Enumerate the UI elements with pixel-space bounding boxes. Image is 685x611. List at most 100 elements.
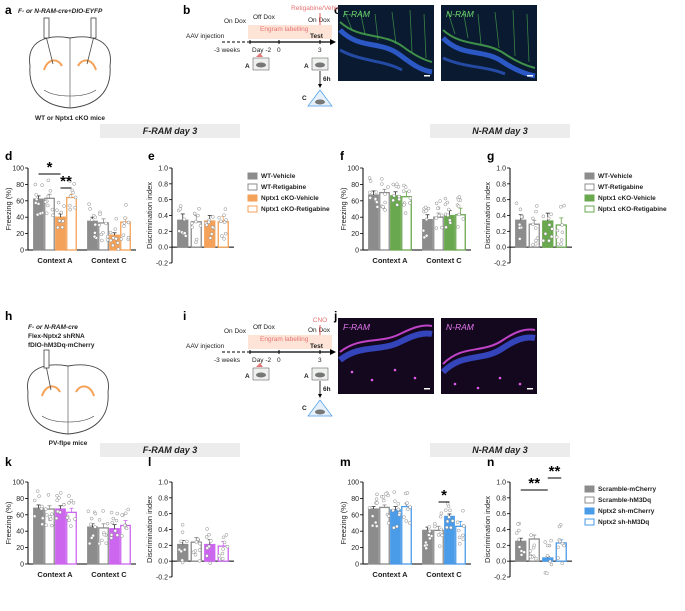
data-point bbox=[434, 226, 439, 230]
data-point bbox=[54, 516, 59, 521]
panel-letter-c: c bbox=[334, 3, 341, 17]
data-point bbox=[382, 498, 386, 503]
data-point bbox=[514, 201, 519, 205]
data-point bbox=[59, 491, 63, 495]
legend-label: WT-Retigabine bbox=[261, 184, 307, 191]
test-label: Test bbox=[310, 33, 324, 40]
data-point bbox=[408, 196, 413, 200]
data-point bbox=[436, 206, 440, 211]
data-point bbox=[455, 520, 460, 525]
data-point bbox=[182, 231, 187, 235]
data-point bbox=[73, 195, 78, 200]
image-label: F-RAM bbox=[343, 322, 371, 332]
data-point bbox=[50, 512, 54, 516]
y-tick-label: 20 bbox=[351, 545, 359, 552]
y-tick-label: -0.2 bbox=[156, 575, 168, 582]
data-point bbox=[424, 540, 428, 545]
data-point bbox=[97, 518, 102, 522]
context-label: A bbox=[304, 373, 309, 380]
data-point bbox=[43, 200, 48, 204]
data-point bbox=[437, 213, 441, 218]
data-point bbox=[545, 543, 550, 548]
data-point bbox=[126, 220, 131, 225]
data-point bbox=[535, 236, 540, 240]
data-point bbox=[370, 523, 375, 528]
data-point bbox=[518, 237, 522, 241]
y-tick-label: 0 bbox=[20, 248, 24, 255]
panel-letter-m: m bbox=[340, 455, 351, 469]
data-point bbox=[456, 225, 460, 229]
data-point bbox=[541, 214, 546, 219]
y-tick-label: 1.0 bbox=[158, 480, 168, 487]
data-point bbox=[438, 199, 442, 203]
data-point bbox=[40, 504, 44, 509]
data-point bbox=[43, 507, 48, 511]
treatment-label: Retigabine/Vehicle bbox=[291, 5, 345, 12]
data-point bbox=[109, 533, 114, 537]
data-point bbox=[55, 208, 59, 212]
data-point bbox=[100, 238, 104, 243]
test-label: Test bbox=[310, 343, 324, 350]
legend-swatch bbox=[584, 205, 595, 213]
data-point bbox=[543, 540, 548, 544]
data-point bbox=[71, 190, 75, 195]
section-title: F-RAM day 3 bbox=[143, 445, 198, 455]
data-point bbox=[519, 215, 524, 219]
data-point bbox=[223, 207, 228, 211]
data-point bbox=[115, 511, 120, 516]
data-point bbox=[68, 207, 72, 212]
data-point bbox=[46, 178, 51, 183]
y-tick-label: 0.2 bbox=[496, 543, 506, 550]
data-point bbox=[427, 525, 432, 529]
data-point bbox=[208, 236, 213, 240]
chart-d: 0 20 40 60 80 100 Freezing (%) Context A Context… bbox=[4, 159, 136, 265]
data-point bbox=[108, 238, 113, 243]
significance-mark: * bbox=[47, 159, 53, 176]
data-point bbox=[197, 559, 202, 563]
data-point bbox=[534, 209, 538, 214]
data-point bbox=[395, 182, 399, 186]
legend-label: WT-Vehicle bbox=[598, 173, 633, 180]
data-point bbox=[61, 219, 65, 223]
microscopy-c-left: F-RAM bbox=[338, 5, 434, 81]
data-point bbox=[113, 227, 118, 231]
data-point bbox=[207, 220, 211, 224]
data-point bbox=[207, 532, 211, 537]
significance-mark: ** bbox=[528, 475, 540, 492]
y-tick-label: -0.2 bbox=[494, 575, 506, 582]
data-point bbox=[396, 502, 401, 506]
data-point bbox=[179, 549, 183, 554]
data-point bbox=[519, 553, 524, 557]
data-point bbox=[89, 522, 93, 527]
data-point bbox=[438, 544, 442, 548]
data-point bbox=[38, 211, 43, 216]
data-point bbox=[457, 195, 462, 199]
data-point bbox=[44, 211, 49, 216]
data-point bbox=[548, 559, 552, 564]
data-point bbox=[391, 182, 396, 187]
data-point bbox=[55, 493, 59, 498]
y-tick-label: 0.0 bbox=[496, 245, 506, 252]
data-point bbox=[375, 501, 379, 505]
data-point bbox=[34, 201, 38, 205]
data-point bbox=[67, 494, 71, 498]
data-point bbox=[124, 511, 128, 516]
data-point bbox=[462, 524, 466, 528]
x-category-label: Context A bbox=[372, 256, 408, 265]
data-point bbox=[190, 221, 194, 226]
data-point bbox=[380, 182, 384, 186]
data-point bbox=[32, 514, 37, 518]
data-point bbox=[402, 515, 406, 519]
data-point bbox=[57, 496, 61, 500]
data-point bbox=[194, 540, 199, 544]
data-point bbox=[547, 223, 552, 227]
data-point bbox=[447, 515, 451, 519]
mouse-icon bbox=[256, 372, 266, 378]
data-point bbox=[534, 238, 538, 243]
data-point bbox=[101, 509, 105, 513]
data-point bbox=[384, 492, 388, 496]
data-point bbox=[73, 517, 77, 521]
data-point bbox=[67, 518, 71, 523]
data-point bbox=[556, 242, 560, 246]
data-point bbox=[120, 513, 124, 517]
